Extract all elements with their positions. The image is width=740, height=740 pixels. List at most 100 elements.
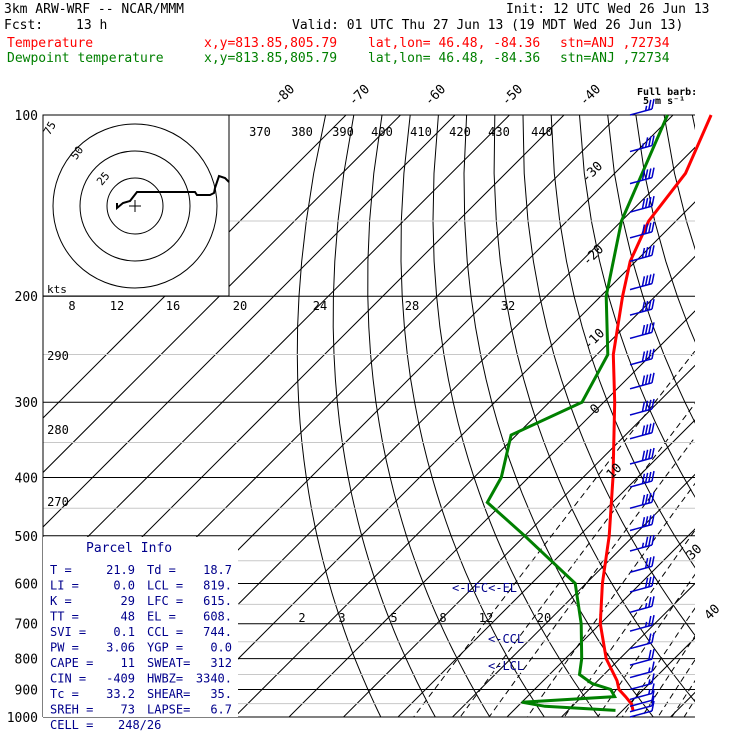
parcel-field-value: 18.7 xyxy=(203,563,232,577)
forecast-label: Fcst: xyxy=(4,18,44,33)
wind-barb xyxy=(629,298,655,316)
dry-adiabat xyxy=(691,115,695,131)
mixing-ratio-line xyxy=(412,350,695,717)
parcel-field-value: 11 xyxy=(121,656,135,670)
init-time: Init: 12 UTC Wed 26 Jun 13 xyxy=(506,2,710,17)
sounding-profiles xyxy=(485,114,713,712)
theta-label: 380 xyxy=(291,125,313,139)
parcel-field-label: LFC = xyxy=(147,594,183,608)
mixing-ratio-label: 3 xyxy=(338,611,345,625)
theta-label: 390 xyxy=(332,125,354,139)
wind-barb xyxy=(629,648,655,666)
pressure-tick-label: 600 xyxy=(15,577,38,592)
mixing-ratio-label: 12 xyxy=(479,611,493,625)
isotherm-label: -50 xyxy=(499,82,526,109)
dry-adiabat xyxy=(579,115,695,498)
wind-barb xyxy=(629,195,655,213)
parcel-field-value: 0.1 xyxy=(113,625,135,639)
dry-adiabat xyxy=(522,115,695,637)
mixing-ratio-line xyxy=(671,679,695,717)
parcel-field-label: LAPSE= xyxy=(147,703,190,717)
parcel-field-value: 21.9 xyxy=(106,563,135,577)
temperature-legend-stn: stn=ANJ ,72734 xyxy=(560,36,670,51)
parcel-field-value: 744. xyxy=(203,625,232,639)
wind-barb xyxy=(629,683,655,701)
isotherm xyxy=(506,528,695,717)
wind-barb xyxy=(629,514,655,532)
theta-label: 400 xyxy=(371,125,393,139)
parcel-field-label: HWBZ= xyxy=(147,672,183,686)
parcel-field-value: -409 xyxy=(106,672,135,686)
pressure-tick-label: 900 xyxy=(15,683,38,698)
parcel-field-value: 73 xyxy=(121,703,135,717)
wind-barb xyxy=(629,245,655,263)
wind-barb xyxy=(629,135,655,153)
parcel-info-title: Parcel Info xyxy=(86,541,172,556)
parcel-field-label: Td = xyxy=(147,563,176,577)
temperature-legend-xy: x,y=813.85,805.79 xyxy=(204,36,338,51)
parcel-field-value: 48 xyxy=(121,610,135,624)
isotherm-label: -80 xyxy=(271,82,298,109)
parcel-field-value: 3.06 xyxy=(106,641,135,655)
parcel-field-value: 312 xyxy=(210,656,232,670)
dry-adiabat xyxy=(607,115,695,424)
mixing-ratio-label: 28 xyxy=(405,299,419,313)
isotherm-label: -40 xyxy=(577,82,604,109)
wind-barb xyxy=(629,700,655,718)
hodograph-trace xyxy=(116,174,230,211)
isotherm-label: 30 xyxy=(684,542,706,564)
isotherm-label: 0 xyxy=(587,401,603,417)
dewpoint-legend-latlon: lat,lon= 46.48, -84.36 xyxy=(368,51,541,66)
mixing-ratio-label: 24 xyxy=(313,299,327,313)
parcel-field-label: CELL = xyxy=(50,718,93,732)
mixing-ratio-line xyxy=(621,607,695,717)
mixing-ratio-label: 20 xyxy=(537,611,551,625)
isotherm xyxy=(288,310,695,717)
dry-adiabat xyxy=(296,115,382,717)
wind-barb xyxy=(629,167,655,185)
isotherm-label: -60 xyxy=(422,82,449,109)
isotherm xyxy=(43,115,456,528)
theta-label: 430 xyxy=(488,125,510,139)
dry-adiabat xyxy=(367,115,491,717)
theta-label: 280 xyxy=(47,423,69,437)
wind-barb xyxy=(629,556,655,574)
hodograph-ring-label: 75 xyxy=(41,119,59,137)
isotherm xyxy=(560,582,695,717)
isotherm xyxy=(615,637,695,717)
wind-barb xyxy=(629,422,655,440)
parcel-field-value: 0.0 xyxy=(210,641,232,655)
dry-adiabat xyxy=(463,115,654,717)
parcel-level-marker: <-LFC<-EL xyxy=(452,581,517,595)
isotherm-label: 40 xyxy=(702,602,724,624)
mixing-ratio-line xyxy=(657,659,695,717)
parcel-box-bg xyxy=(43,537,238,717)
theta-label: 420 xyxy=(449,125,471,139)
isotherm xyxy=(451,473,695,717)
dry-adiabat xyxy=(400,115,545,717)
dewpoint-profile xyxy=(485,114,669,712)
parcel-field-value: 819. xyxy=(203,579,232,593)
parcel-field-label: SREH = xyxy=(50,703,93,717)
mixing-ratio-label: 20 xyxy=(233,299,247,313)
hodograph-ring xyxy=(52,123,218,289)
mixing-ratio-line xyxy=(526,482,695,717)
parcel-field-value: 3340. xyxy=(196,672,232,686)
model-title: 3km ARW-WRF -- NCAR/MMM xyxy=(4,2,185,17)
mixing-ratio-line xyxy=(563,529,695,717)
parcel-field-label: T = xyxy=(50,563,72,577)
mixing-ratio-line xyxy=(459,402,695,717)
pressure-tick-label: 300 xyxy=(15,396,38,411)
temperature-legend-label: Temperature xyxy=(7,36,94,51)
parcel-field-label: SHEAR= xyxy=(147,687,190,701)
hodograph-ring-label: 50 xyxy=(68,144,86,162)
parcel-field-label: YGP = xyxy=(147,641,183,655)
temperature-legend-latlon: lat,lon= 46.48, -84.36 xyxy=(368,36,541,51)
wind-barb xyxy=(629,273,655,291)
parcel-field-value: 0.0 xyxy=(113,579,135,593)
barb-legend-units: 5 m s⁻¹ xyxy=(643,96,685,107)
parcel-info-box: Parcel Info T = 21.9 Td = 18.7 LI = 0.0 LCL = 81… xyxy=(43,537,238,732)
isotherm xyxy=(179,201,695,717)
mixing-ratio-label: 2 xyxy=(298,611,305,625)
